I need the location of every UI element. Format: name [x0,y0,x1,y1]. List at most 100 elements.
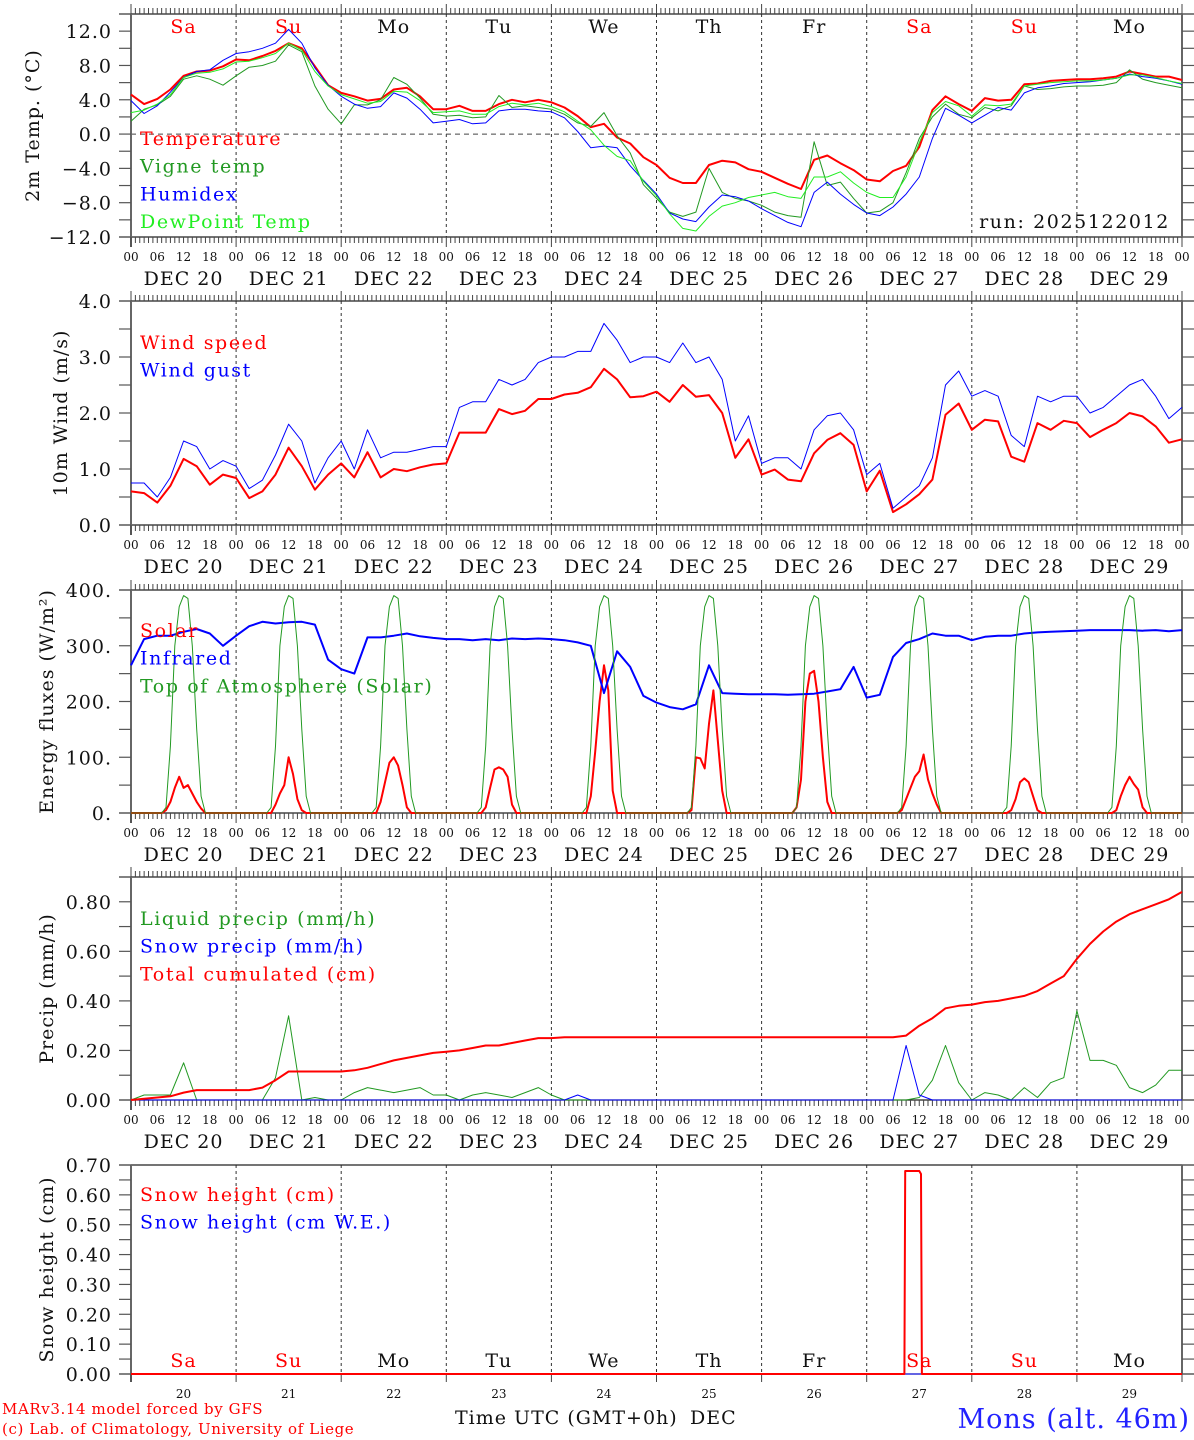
x-hour-label: 00 [439,1113,454,1127]
x-hour-label: 06 [780,250,795,264]
x-hour-label: 18 [1148,250,1163,264]
x-hour-label: 00 [1069,1113,1084,1127]
x-hour-label: 06 [1096,826,1111,840]
x-hour-label: 06 [360,538,375,552]
x-hour-label: 00 [859,826,874,840]
x-hour-label: 12 [701,250,716,264]
x-date-label: DEC 29 [1090,844,1170,866]
x-hour-label: 06 [570,1113,585,1127]
day-number-label: 23 [491,1387,506,1401]
x-hour-label: 06 [1096,538,1111,552]
x-hour-label: 12 [281,826,296,840]
panel-4: 0.80 0.60 0.40 0.20 0.00 Precip (mm/h) Liquid … [36,867,1194,1153]
x-date-label: DEC 22 [354,1131,434,1153]
x-hour-label: 06 [150,1113,165,1127]
x-hour-label: 18 [202,826,217,840]
x-hour-label: 06 [360,826,375,840]
x-hour-label: 12 [701,826,716,840]
x-hour-label: 06 [570,250,585,264]
x-date-label: DEC 27 [879,1131,959,1153]
x-hour-label: 00 [228,826,243,840]
legend-entry: Wind speed [140,332,268,354]
x-hour-label: 12 [807,250,822,264]
x-hour-label: 18 [623,538,638,552]
x-hour-label: 00 [123,1113,138,1127]
x-date-label: DEC 26 [774,556,854,578]
x-date-label: DEC 26 [774,844,854,866]
y-axis-title: 2m Temp. (°C) [22,49,44,202]
x-hour-label: 06 [465,1113,480,1127]
x-hour-label: 06 [675,1113,690,1127]
x-hour-label: 12 [1017,538,1032,552]
x-hour-label: 06 [780,1113,795,1127]
x-hour-label: 12 [596,538,611,552]
series-line-top-of-atmosphere-solar [131,595,1182,814]
x-hour-label: 12 [1017,1113,1032,1127]
x-date-label: DEC 23 [459,844,539,866]
x-hour-label: 18 [307,1113,322,1127]
x-hour-label: 00 [964,538,979,552]
day-number-label: 21 [281,1387,296,1401]
x-hour-label: 06 [255,1113,270,1127]
x-hour-label: 18 [833,538,848,552]
x-hour-label: 06 [885,250,900,264]
x-hour-label: 00 [228,1113,243,1127]
x-hour-label: 12 [1122,826,1137,840]
x-hour-label: 00 [964,250,979,264]
x-date-label: DEC 27 [879,268,959,290]
x-hour-label: 00 [1174,538,1189,552]
x-hour-label: 06 [465,826,480,840]
station-name: Mons (alt. 46m) [957,1404,1190,1435]
x-hour-label: 00 [334,538,349,552]
x-hour-label: 18 [938,538,953,552]
legend-entry: Total cumulated (cm) [140,963,377,985]
y-tick-label: 0.00 [66,1364,112,1386]
x-hour-label: 00 [1069,250,1084,264]
legend-entry: Snow height (cm) [140,1184,336,1206]
y-tick-label: 0.70 [66,1155,112,1177]
day-number-label: 22 [386,1387,401,1401]
legend-entry: Snow height (cm W.E.) [140,1212,392,1234]
plot-area [131,14,1182,237]
x-hour-label: 12 [596,826,611,840]
x-hour-label: 12 [1017,826,1032,840]
x-date-label: DEC 22 [354,844,434,866]
x-hour-label: 06 [990,250,1005,264]
x-date-label: DEC 23 [459,1131,539,1153]
x-hour-label: 18 [1043,250,1058,264]
x-date-label: DEC 23 [459,268,539,290]
x-hour-label: 18 [1148,1113,1163,1127]
weekday-label: Fr [802,16,826,38]
x-hour-label: 12 [281,1113,296,1127]
y-tick-label: 0.20 [66,1040,112,1062]
y-tick-label: 0.20 [66,1304,112,1326]
x-date-label: DEC 21 [249,556,329,578]
x-hour-label: 00 [334,1113,349,1127]
day-number-label: 24 [596,1387,612,1401]
y-tick-label: 0.0 [79,515,112,537]
x-hour-label: 18 [1043,1113,1058,1127]
x-hour-label: 18 [202,250,217,264]
x-hour-label: 06 [1096,250,1111,264]
x-hour-label: 12 [491,538,506,552]
x-hour-label: 18 [1148,538,1163,552]
x-hour-label: 00 [544,826,559,840]
x-hour-label: 18 [728,538,743,552]
day-number-label: 25 [701,1387,716,1401]
x-hour-label: 12 [386,826,401,840]
x-hour-label: 18 [412,1113,427,1127]
x-hour-label: 18 [412,826,427,840]
x-hour-label: 00 [1174,250,1189,264]
x-hour-label: 12 [1122,538,1137,552]
x-hour-label: 00 [649,250,664,264]
x-date-label: DEC 29 [1090,268,1170,290]
legend-entry: Liquid precip (mm/h) [140,908,376,930]
x-axis-month: DEC [690,1407,737,1429]
x-hour-label: 00 [964,826,979,840]
series-line-temperature [130,42,1183,190]
x-hour-label: 12 [281,250,296,264]
legend-entry: Solar [140,620,199,642]
x-hour-label: 00 [334,250,349,264]
x-hour-label: 12 [912,538,927,552]
y-tick-label: 1.0 [79,459,112,481]
